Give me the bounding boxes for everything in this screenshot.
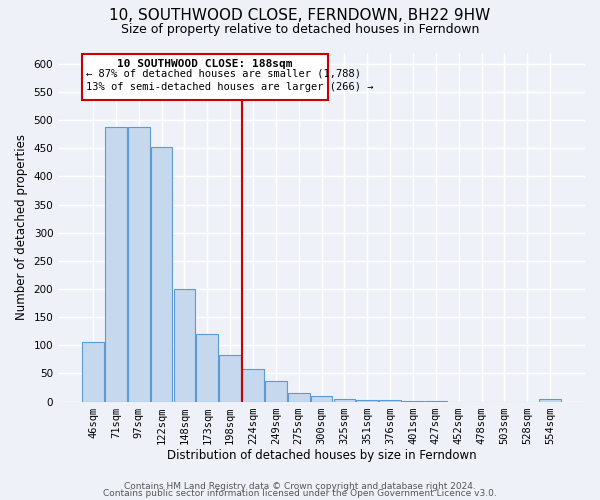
Bar [242, 370, 264, 402]
Text: Contains HM Land Registry data © Crown copyright and database right 2024.: Contains HM Land Registry data © Crown c… [124, 482, 476, 491]
Bar [334, 399, 355, 402]
Bar [288, 393, 310, 402]
Bar [196, 334, 218, 402]
Bar [82, 54, 328, 100]
Text: Contains public sector information licensed under the Open Government Licence v3: Contains public sector information licen… [103, 489, 497, 498]
Text: 13% of semi-detached houses are larger (266) →: 13% of semi-detached houses are larger (… [86, 82, 374, 92]
Text: 10, SOUTHWOOD CLOSE, FERNDOWN, BH22 9HW: 10, SOUTHWOOD CLOSE, FERNDOWN, BH22 9HW [109, 8, 491, 22]
X-axis label: Distribution of detached houses by size in Ferndown: Distribution of detached houses by size … [167, 450, 476, 462]
Bar [128, 128, 149, 402]
Bar [219, 356, 241, 402]
Bar [356, 400, 378, 402]
Bar [311, 396, 332, 402]
Bar [425, 401, 447, 402]
Y-axis label: Number of detached properties: Number of detached properties [15, 134, 28, 320]
Bar [151, 147, 172, 402]
Bar [82, 342, 104, 402]
Bar [402, 401, 424, 402]
Bar [105, 128, 127, 402]
Bar [265, 381, 287, 402]
Bar [539, 399, 561, 402]
Text: ← 87% of detached houses are smaller (1,788): ← 87% of detached houses are smaller (1,… [86, 68, 361, 78]
Bar [173, 289, 195, 402]
Text: 10 SOUTHWOOD CLOSE: 188sqm: 10 SOUTHWOOD CLOSE: 188sqm [117, 60, 293, 70]
Text: Size of property relative to detached houses in Ferndown: Size of property relative to detached ho… [121, 22, 479, 36]
Bar [379, 400, 401, 402]
